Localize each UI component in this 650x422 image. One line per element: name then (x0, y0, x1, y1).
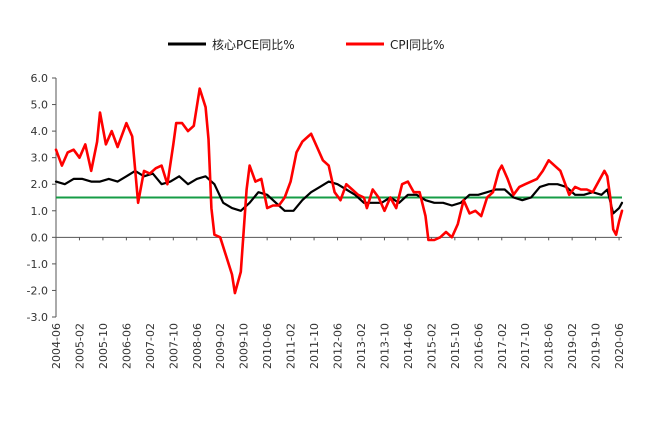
legend-label: CPI同比% (390, 38, 445, 52)
y-tick-label: 2.0 (31, 178, 49, 191)
x-tick-label: 2014-06 (402, 323, 415, 369)
x-tick-label: 2017-02 (496, 323, 509, 369)
y-tick-label: 3.0 (31, 152, 49, 165)
x-tick-label: 2020-06 (613, 323, 626, 369)
x-tick-label: 2007-10 (167, 323, 180, 369)
x-tick-label: 2009-10 (238, 323, 251, 369)
x-tick-label: 2004-06 (50, 323, 63, 369)
series-line-1 (54, 169, 624, 215)
x-tick-label: 2016-06 (472, 323, 485, 369)
x-axis: 2004-06 2005-02 2005-10 2006-06 2007-02 2007-… (50, 236, 626, 369)
y-tick-label: 6.0 (31, 72, 49, 85)
y-axis: 6.0 5.0 4.0 3.0 2.0 1.0 0.0 -1.0 -2.0 -3.0 (27, 72, 57, 324)
x-tick-label: 2005-10 (97, 323, 110, 369)
x-tick-label: 2013-02 (355, 323, 368, 369)
x-tick-label: 2018-06 (543, 323, 556, 369)
y-tick-label: 4.0 (31, 125, 49, 138)
y-tick-label: 1.0 (31, 205, 49, 218)
x-tick-label: 2012-06 (332, 323, 345, 369)
x-tick-label: 2008-06 (191, 323, 204, 369)
x-tick-label: 2011-10 (308, 323, 321, 369)
x-tick-label: 2015-02 (425, 323, 438, 369)
x-tick-label: 2017-10 (519, 323, 532, 369)
x-tick-label: 2019-02 (566, 323, 579, 369)
x-tick-label: 2009-02 (214, 323, 227, 369)
y-tick-label: 5.0 (31, 99, 49, 112)
legend-label: 核心PCE同比% (212, 38, 295, 52)
x-tick-label: 2006-06 (120, 323, 133, 369)
x-tick-label: 2005-02 (73, 323, 86, 369)
series-line-2 (54, 87, 624, 295)
legend: 核心PCE同比% CPI同比% (168, 38, 445, 52)
x-tick-label: 2011-02 (285, 323, 298, 369)
x-tick-label: 2015-10 (449, 323, 462, 369)
x-tick-label: 2010-06 (261, 323, 274, 369)
y-tick-label: -2.0 (27, 284, 48, 297)
y-tick-label: 0.0 (31, 231, 49, 244)
y-tick-label: -1.0 (27, 258, 48, 271)
x-tick-label: 2007-02 (144, 323, 157, 369)
series-group (54, 87, 624, 295)
x-tick-label: 2013-10 (378, 323, 391, 369)
x-tick-label: 2019-10 (590, 323, 603, 369)
y-tick-label: -3.0 (27, 311, 48, 324)
